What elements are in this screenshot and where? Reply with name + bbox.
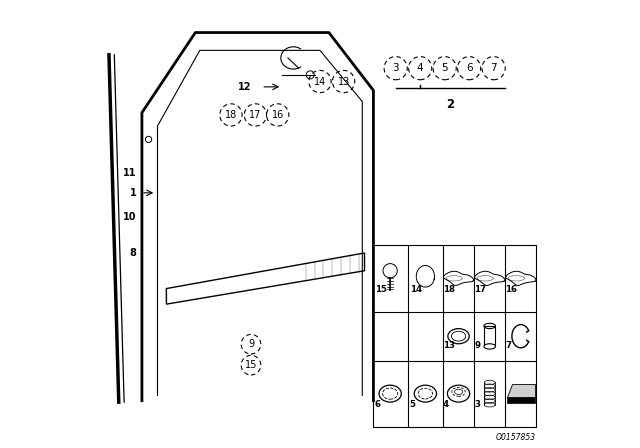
Text: 14: 14	[410, 285, 422, 294]
Polygon shape	[507, 384, 535, 397]
Text: O0157853: O0157853	[496, 433, 536, 442]
Text: 7: 7	[490, 63, 497, 73]
Text: 15: 15	[245, 360, 257, 370]
Text: 15: 15	[374, 285, 387, 294]
Bar	[484, 326, 495, 346]
Text: 14: 14	[314, 77, 326, 86]
Text: 17: 17	[249, 110, 262, 120]
Text: 11: 11	[123, 168, 136, 178]
Text: 18: 18	[443, 285, 455, 294]
Text: 8: 8	[130, 248, 136, 258]
Text: 9: 9	[248, 339, 254, 349]
Text: 4: 4	[417, 63, 424, 73]
Text: 5: 5	[442, 63, 448, 73]
Text: 10: 10	[123, 212, 136, 222]
Text: 6: 6	[466, 63, 472, 73]
Text: 1: 1	[130, 188, 136, 198]
Text: 16: 16	[271, 110, 284, 120]
Text: 17: 17	[474, 285, 486, 294]
Text: 7: 7	[505, 341, 511, 350]
Text: 4: 4	[443, 400, 449, 409]
Text: 3: 3	[474, 400, 480, 409]
Ellipse shape	[484, 344, 495, 349]
Text: 16: 16	[505, 285, 517, 294]
Text: 12: 12	[237, 82, 251, 92]
Text: 9: 9	[474, 341, 480, 350]
Bar	[372, 245, 536, 426]
Text: 2: 2	[446, 99, 454, 112]
Text: 13: 13	[443, 341, 455, 350]
Text: 18: 18	[225, 110, 237, 120]
Text: 6: 6	[374, 400, 381, 409]
Text: 5: 5	[410, 400, 415, 409]
Text: 13: 13	[337, 77, 349, 86]
Bar	[507, 397, 535, 403]
Text: 3: 3	[392, 63, 399, 73]
